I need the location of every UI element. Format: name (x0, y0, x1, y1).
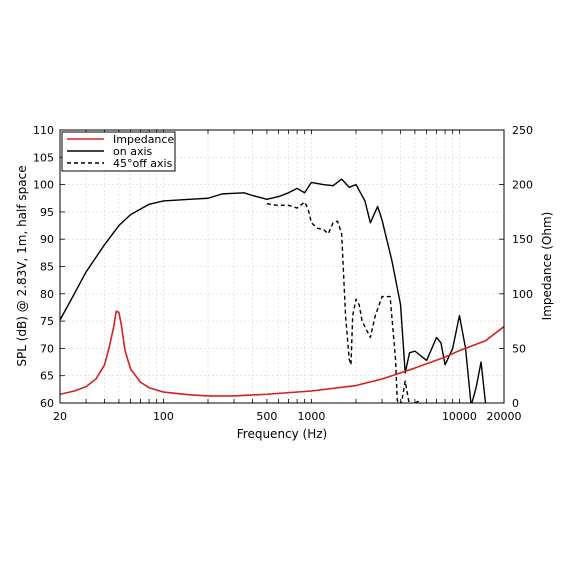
x-axis-title: Frequency (Hz) (237, 427, 328, 441)
y-tick-label: 75 (40, 315, 54, 328)
y-tick-label: 100 (33, 179, 54, 192)
y-tick-label: 70 (40, 342, 54, 355)
off-axis-curve (266, 201, 422, 403)
y-axis-title: SPL (dB) @ 2.83V, 1m, half space (15, 165, 29, 366)
y-tick-label: 60 (40, 397, 54, 410)
grid-lines (59, 130, 505, 403)
y-tick-label: 65 (40, 370, 54, 383)
y2-tick-label: 100 (512, 288, 533, 301)
x-tick-label: 20000 (487, 410, 522, 423)
x-tick-label: 1000 (297, 410, 325, 423)
legend-label-off-axis: 45°off axis (113, 157, 173, 170)
y-tick-label: 90 (40, 233, 54, 246)
impedance-curve (60, 310, 504, 397)
y-tick-label: 95 (40, 206, 54, 219)
y2-axis-title: Impedance (Ohm) (540, 212, 554, 321)
data-series (60, 178, 504, 403)
y2-tick-label: 200 (512, 179, 533, 192)
x-tick-label: 10000 (442, 410, 477, 423)
tick-labels: 60 65 70 75 80 85 90 95 100 105 110 0 50 100 150 200 250… (33, 124, 533, 423)
y2-tick-label: 250 (512, 124, 533, 137)
legend-label-on-axis: on axis (113, 145, 153, 158)
x-tick-label: 500 (256, 410, 277, 423)
y2-tick-label: 50 (512, 342, 526, 355)
y-tick-label: 80 (40, 288, 54, 301)
legend-label-impedance: Impedance (113, 133, 174, 146)
x-tick-label: 100 (153, 410, 174, 423)
plot-frame (59, 129, 505, 404)
y-tick-label: 110 (33, 124, 54, 137)
y2-tick-label: 150 (512, 233, 533, 246)
y2-tick-label: 0 (512, 397, 519, 410)
legend: Impedance on axis 45°off axis (61, 131, 176, 172)
x-tick-label: 20 (53, 410, 67, 423)
y-tick-label: 105 (33, 151, 54, 164)
y-tick-label: 85 (40, 261, 54, 274)
